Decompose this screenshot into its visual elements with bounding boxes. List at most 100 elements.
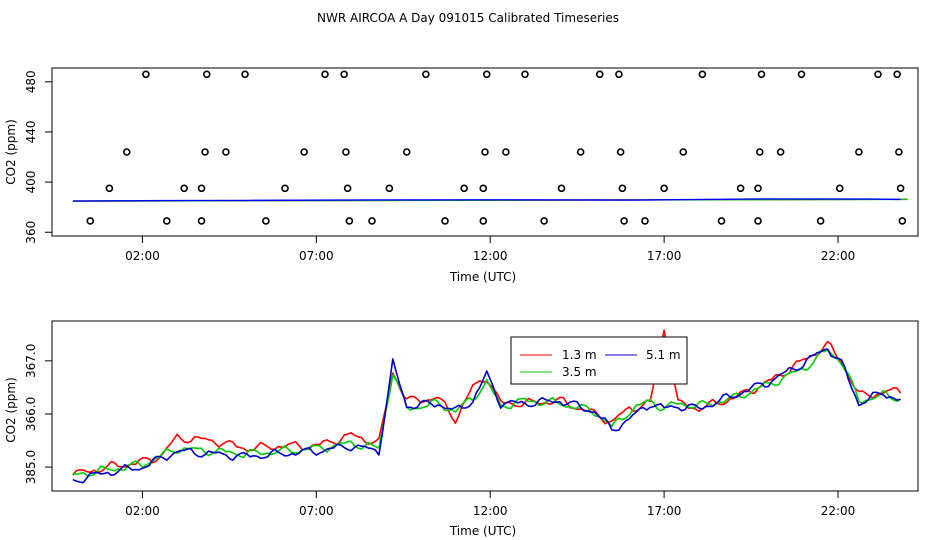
bottom-series-13m xyxy=(72,329,902,476)
calibration-point xyxy=(618,184,627,193)
calibration-point xyxy=(679,148,688,156)
calibration-point xyxy=(893,70,901,79)
calibration-point xyxy=(479,217,488,225)
legend-box xyxy=(510,336,688,385)
calibration-point xyxy=(776,148,785,156)
calibration-point xyxy=(86,217,95,225)
calibration-point xyxy=(717,217,726,225)
calibration-point xyxy=(754,217,762,225)
calibration-point xyxy=(540,217,548,225)
calibration-point xyxy=(736,184,745,193)
bottom-x-axis: 02:00 07:00 12:00 17:00 22:00 xyxy=(125,490,856,518)
bottom-plot-frame xyxy=(51,320,919,492)
calibration-point xyxy=(340,70,348,79)
calibration-point xyxy=(368,217,376,225)
calibration-point xyxy=(595,70,604,79)
calibration-point xyxy=(202,70,211,79)
calibration-point xyxy=(142,70,150,79)
calibration-point xyxy=(300,148,308,156)
bottom-x-tick-label: 22:00 xyxy=(821,504,856,518)
calibration-point xyxy=(855,148,863,156)
legend-label-3-5m: 3.5 m xyxy=(562,365,597,379)
calibration-point xyxy=(521,70,529,79)
legend-label-1-3m: 1.3 m xyxy=(562,348,597,362)
calibration-point xyxy=(385,184,394,193)
calibration-point xyxy=(441,217,449,225)
calibration-point xyxy=(222,148,230,156)
calibration-point xyxy=(896,184,905,193)
calibration-point xyxy=(481,148,489,156)
top-plot-frame xyxy=(51,67,919,237)
calibration-point xyxy=(641,217,649,225)
bottom-x-tick-label: 17:00 xyxy=(647,504,682,518)
calibration-point xyxy=(422,70,430,79)
bottom-y-axis-label: CO2 (ppm) xyxy=(4,377,18,443)
top-series-51m xyxy=(72,198,901,202)
calibration-point xyxy=(816,217,825,225)
bottom-series-35m xyxy=(72,349,902,477)
top-y-axis-label: CO2 (ppm) xyxy=(4,119,18,185)
bottom-series-lines xyxy=(72,329,902,484)
calibration-point xyxy=(262,217,270,225)
calibration-point xyxy=(479,184,488,193)
calibration-point xyxy=(122,148,131,156)
top-x-axis: 02:00 07:00 12:00 17:00 22:00 xyxy=(125,235,856,263)
bottom-y-tick-label: 367.0 xyxy=(24,344,38,378)
bottom-x-tick-label: 12:00 xyxy=(473,504,508,518)
legend: 1.3 m 5.1 m 3.5 m xyxy=(510,336,688,385)
top-calibration-points xyxy=(86,70,907,225)
calibration-point xyxy=(460,184,468,193)
calibration-point xyxy=(342,148,350,156)
calibration-point xyxy=(874,70,882,79)
top-y-tick-label: 480 xyxy=(24,70,38,93)
calibration-point xyxy=(660,184,668,193)
calibration-point xyxy=(698,70,707,79)
calibration-point xyxy=(105,184,114,193)
calibration-point xyxy=(502,148,510,156)
calibration-point xyxy=(615,70,623,79)
calibration-point xyxy=(343,184,352,193)
top-y-tick-label: 400 xyxy=(24,171,38,194)
top-y-axis: 360 400 440 480 xyxy=(24,70,53,244)
bottom-series-51m xyxy=(72,348,901,484)
calibration-point xyxy=(557,184,566,193)
top-x-tick-label: 12:00 xyxy=(473,249,508,263)
calibration-point xyxy=(620,217,628,225)
bottom-y-tick-label: 385.0 xyxy=(24,450,38,484)
top-x-axis-label: Time (UTC) xyxy=(449,270,516,284)
calibration-point xyxy=(180,184,188,193)
calibration-point xyxy=(402,148,411,156)
calibration-point xyxy=(201,148,209,156)
calibration-point xyxy=(895,148,903,156)
bottom-x-tick-label: 02:00 xyxy=(125,504,160,518)
calibration-point xyxy=(197,217,206,225)
calibration-point xyxy=(835,184,844,193)
top-x-tick-label: 07:00 xyxy=(299,249,334,263)
calibration-point xyxy=(321,70,329,79)
calibration-point xyxy=(162,217,171,225)
top-x-tick-label: 22:00 xyxy=(821,249,856,263)
calibration-point xyxy=(482,70,491,79)
top-y-tick-label: 360 xyxy=(24,221,38,244)
calibration-point xyxy=(241,70,249,79)
calibration-point xyxy=(757,70,766,79)
top-x-tick-label: 17:00 xyxy=(647,249,682,263)
bottom-y-tick-label: 366.0 xyxy=(24,397,38,431)
calibration-point xyxy=(197,184,206,193)
calibration-point xyxy=(281,184,289,193)
top-x-tick-label: 02:00 xyxy=(125,249,160,263)
calibration-point xyxy=(754,184,762,193)
calibration-point xyxy=(576,148,585,156)
calibration-point xyxy=(616,148,625,156)
figure-title: NWR AIRCOA A Day 091015 Calibrated Times… xyxy=(317,11,619,25)
bottom-x-tick-label: 07:00 xyxy=(299,504,334,518)
legend-label-5-1m: 5.1 m xyxy=(646,348,681,362)
top-series-lines xyxy=(72,198,908,202)
bottom-y-axis: 385.0 366.0 367.0 xyxy=(24,344,53,484)
calibration-point xyxy=(898,217,907,225)
calibration-point xyxy=(797,70,806,79)
calibration-point xyxy=(755,148,764,156)
top-y-tick-label: 440 xyxy=(24,120,38,143)
